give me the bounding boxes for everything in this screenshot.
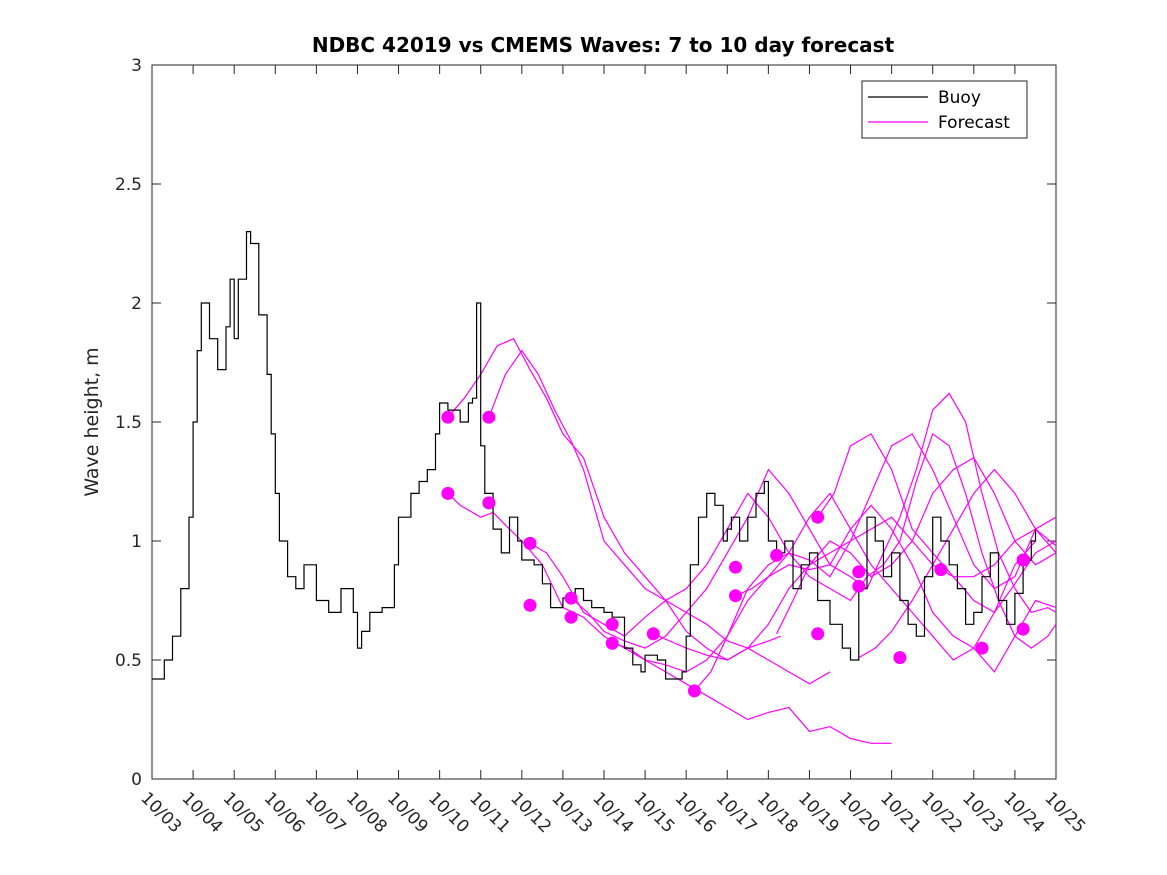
forecast-marker bbox=[852, 579, 866, 593]
forecast-marker bbox=[1016, 553, 1030, 567]
forecast-line-12 bbox=[858, 468, 1057, 659]
legend-label-forecast: Forecast bbox=[938, 113, 1010, 133]
y-tick-label: 2 bbox=[131, 294, 142, 314]
forecast-marker bbox=[482, 410, 496, 424]
forecast-marker bbox=[564, 610, 578, 624]
forecast-marker bbox=[687, 684, 701, 698]
forecast-line-7 bbox=[653, 456, 1057, 661]
forecast-marker bbox=[729, 560, 742, 574]
legend-box bbox=[861, 80, 1028, 139]
forecast-marker bbox=[564, 591, 578, 605]
forecast-line-8 bbox=[693, 504, 1057, 692]
forecast-marker bbox=[605, 636, 619, 650]
axes-box bbox=[151, 64, 1057, 780]
forecast-marker bbox=[852, 565, 866, 579]
forecast-marker bbox=[605, 617, 619, 631]
forecast-marker bbox=[729, 589, 742, 603]
forecast-marker bbox=[646, 627, 660, 641]
y-tick-label: 1.5 bbox=[115, 413, 142, 433]
y-tick-label: 1 bbox=[131, 532, 142, 552]
forecast-line-3 bbox=[488, 349, 831, 685]
forecast-marker bbox=[441, 486, 455, 500]
forecast-marker bbox=[770, 548, 784, 562]
plot-area: 00.511.522.5310/0310/0410/0510/0610/0710… bbox=[115, 56, 1089, 837]
forecast-line-5 bbox=[570, 392, 1057, 649]
chart-title: NDBC 42019 vs CMEMS Waves: 7 to 10 day f… bbox=[312, 33, 895, 57]
forecast-line-4 bbox=[529, 432, 1057, 649]
forecast-marker bbox=[523, 536, 537, 550]
forecast-marker bbox=[1016, 622, 1030, 636]
forecast-line-10 bbox=[776, 516, 1057, 635]
forecast-marker bbox=[482, 496, 496, 510]
forecast-line-1 bbox=[447, 492, 892, 744]
forecast-marker bbox=[893, 651, 907, 665]
forecast-marker bbox=[811, 627, 825, 641]
legend-label-buoy: Buoy bbox=[938, 88, 981, 108]
forecast-marker bbox=[975, 641, 989, 655]
forecast-marker bbox=[523, 598, 537, 612]
forecast-marker bbox=[934, 563, 948, 577]
y-tick-label: 3 bbox=[131, 56, 142, 76]
y-axis-label: Wave height, m bbox=[81, 347, 103, 496]
y-tick-label: 2.5 bbox=[115, 175, 142, 195]
forecast-marker bbox=[441, 410, 455, 424]
buoy-line bbox=[152, 231, 1037, 680]
legend: Buoy Forecast bbox=[861, 80, 1028, 139]
forecast-marker bbox=[811, 510, 825, 524]
y-tick-label: 0 bbox=[131, 770, 142, 790]
y-tick-label: 0.5 bbox=[115, 651, 142, 671]
forecast-line-9 bbox=[735, 492, 1036, 661]
